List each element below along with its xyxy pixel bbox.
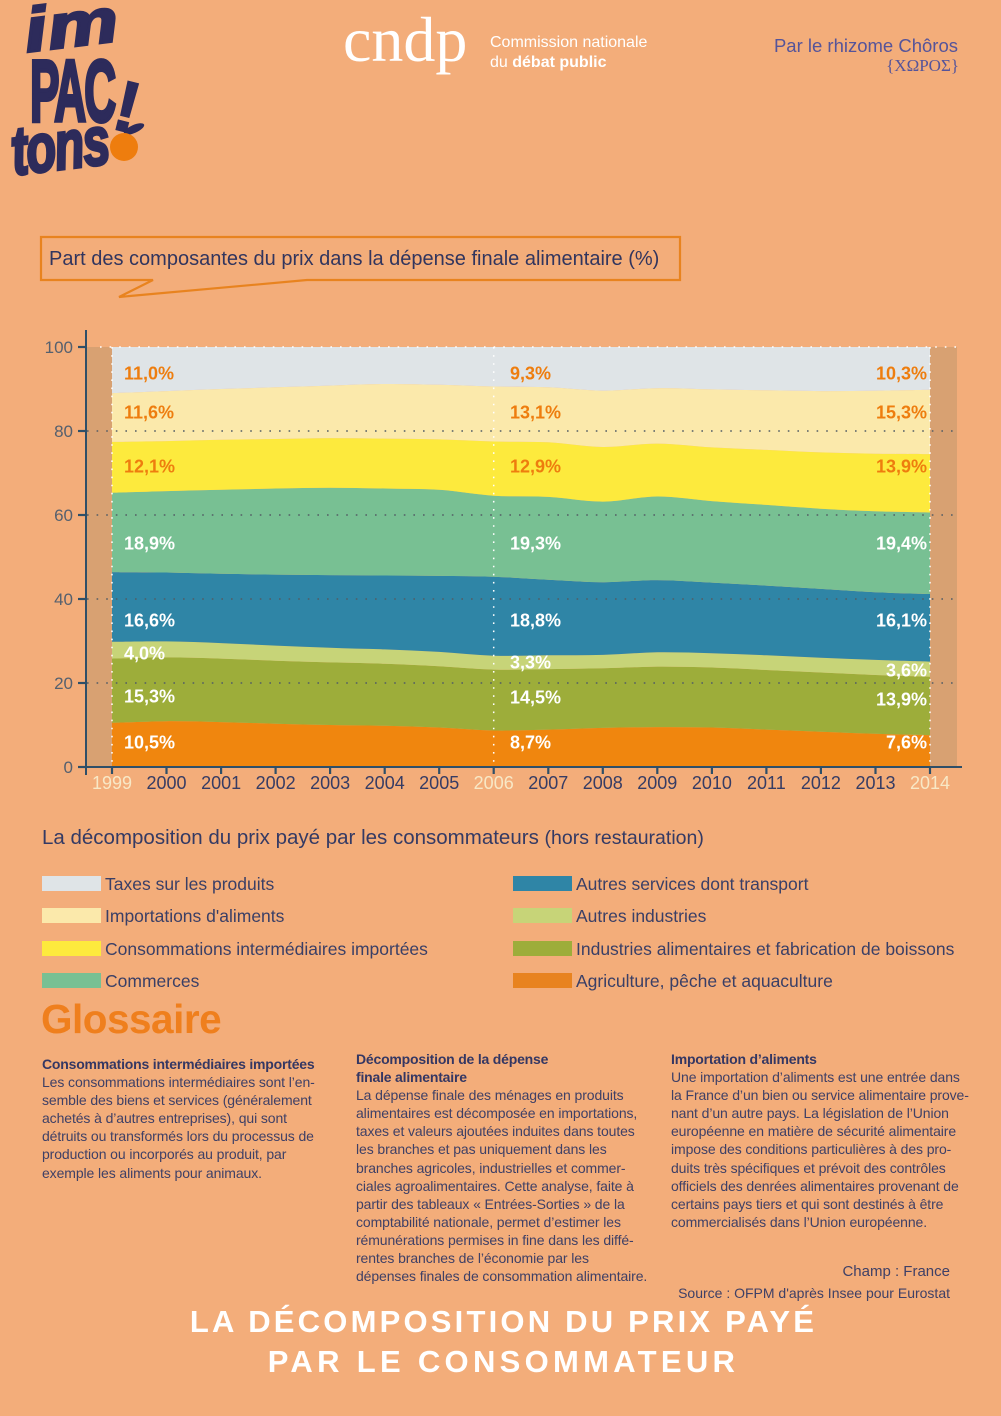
svg-text:2010: 2010 (692, 773, 732, 793)
svg-text:2011: 2011 (747, 773, 786, 793)
svg-text:18,8%: 18,8% (510, 611, 561, 631)
svg-text:2006: 2006 (474, 773, 514, 793)
svg-text:Part des composantes du prix d: Part des composantes du prix dans la dép… (49, 248, 659, 270)
svg-text:2014: 2014 (910, 773, 950, 793)
svg-text:2008: 2008 (583, 773, 623, 793)
svg-text:11,0%: 11,0% (124, 364, 174, 384)
svg-text:18,9%: 18,9% (124, 534, 175, 554)
svg-text:10,3%: 10,3% (876, 364, 927, 384)
svg-text:2003: 2003 (310, 773, 350, 793)
svg-text:2000: 2000 (146, 773, 186, 793)
svg-text:Autres services dont transport: Autres services dont transport (576, 874, 809, 894)
svg-text:100: 100 (45, 338, 73, 357)
svg-text:16,6%: 16,6% (124, 611, 175, 631)
svg-text:4,0%: 4,0% (124, 644, 165, 664)
svg-text:3,6%: 3,6% (886, 661, 927, 681)
svg-text:tons: tons (6, 101, 112, 189)
svg-text:2012: 2012 (801, 773, 841, 793)
svg-text:15,3%: 15,3% (124, 687, 175, 707)
svg-text:19,4%: 19,4% (876, 534, 927, 554)
svg-text:Consommations intermédiaires i: Consommations intermédiaires importées (105, 939, 428, 959)
svg-text:13,1%: 13,1% (510, 403, 561, 423)
svg-text:16,1%: 16,1% (876, 611, 927, 631)
svg-text:15,3%: 15,3% (876, 403, 927, 423)
svg-text:Importations d'aliments: Importations d'aliments (105, 906, 285, 926)
svg-text:2013: 2013 (855, 773, 895, 793)
svg-text:19,3%: 19,3% (510, 534, 561, 554)
svg-text:3,3%: 3,3% (510, 653, 551, 673)
svg-text:Taxes sur les produits: Taxes sur les produits (105, 874, 274, 894)
svg-text:2009: 2009 (637, 773, 677, 793)
svg-text:9,3%: 9,3% (510, 364, 551, 384)
svg-text:2005: 2005 (419, 773, 459, 793)
svg-text:7,6%: 7,6% (886, 733, 927, 753)
svg-text:10,5%: 10,5% (124, 733, 175, 753)
svg-text:40: 40 (54, 590, 73, 609)
svg-text:Autres industries: Autres industries (576, 906, 707, 926)
svg-text:13,9%: 13,9% (876, 457, 927, 477)
svg-text:2007: 2007 (528, 773, 568, 793)
svg-text:20: 20 (54, 674, 73, 693)
svg-text:im: im (20, 0, 123, 66)
svg-text:12,1%: 12,1% (124, 457, 175, 477)
svg-text:1999: 1999 (92, 773, 132, 793)
svg-text:PAC: PAC (30, 43, 115, 140)
svg-text:Commerces: Commerces (105, 971, 200, 991)
svg-text:80: 80 (54, 422, 73, 441)
svg-text:2004: 2004 (365, 773, 405, 793)
svg-text:Industries alimentaires et fab: Industries alimentaires et fabrication d… (576, 939, 955, 959)
svg-text:11,6%: 11,6% (124, 403, 174, 423)
svg-text:8,7%: 8,7% (510, 733, 551, 753)
svg-text:12,9%: 12,9% (510, 457, 561, 477)
svg-text:Agriculture, pêche et aquacult: Agriculture, pêche et aquaculture (576, 971, 833, 991)
svg-text:0: 0 (64, 758, 73, 777)
svg-text:14,5%: 14,5% (510, 688, 561, 708)
svg-text:13,9%: 13,9% (876, 690, 927, 710)
svg-text:60: 60 (54, 506, 73, 525)
svg-text:2001: 2001 (201, 773, 241, 793)
svg-text:2002: 2002 (256, 773, 296, 793)
